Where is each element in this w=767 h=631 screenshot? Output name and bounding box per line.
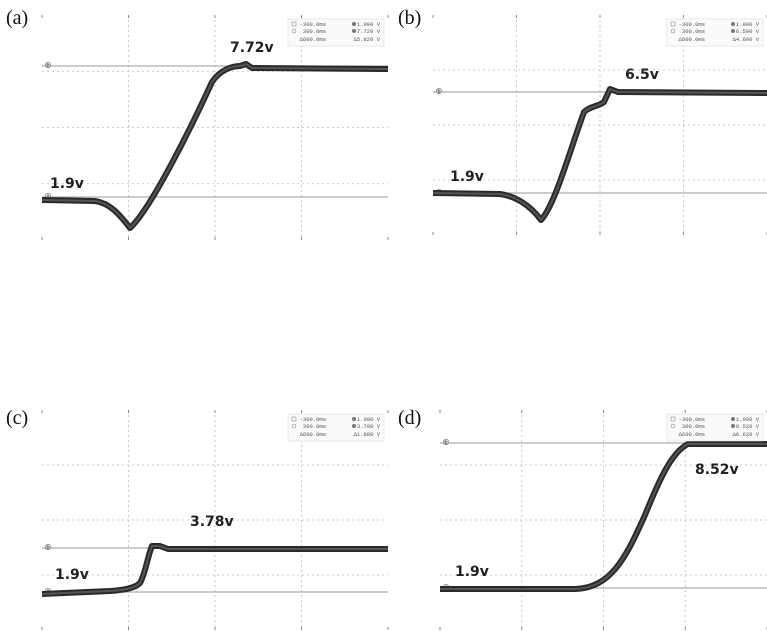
page: {"panels": [ {"label": "(a)", "low": "1.…	[0, 0, 767, 631]
readout-icon	[352, 29, 356, 33]
panel-label: (d)	[398, 407, 421, 429]
readout-text: 7.720 V	[357, 28, 381, 35]
readout-text: Δ6.620 V	[733, 431, 760, 438]
panel-label: (c)	[6, 407, 28, 429]
readout-icon	[352, 417, 356, 421]
readout-text: 1.900 V	[357, 21, 381, 28]
readout-text: Δ600.0ms	[679, 431, 705, 438]
readout-text: Δ600.0ms	[300, 431, 326, 438]
readout-text: 3.780 V	[357, 423, 381, 430]
figure: ba-300.0ms1.900 V300.0ms7.720 VΔ600.0msΔ…	[0, 0, 767, 631]
readout-text: Δ1.880 V	[354, 431, 381, 438]
readout-text: -300.0ms	[300, 416, 326, 423]
readout-text: Δ600.0ms	[300, 36, 326, 43]
readout-text: 6.500 V	[736, 28, 760, 35]
readout-text: 8.520 V	[736, 423, 760, 430]
readout-text: 300.0ms	[682, 28, 705, 35]
cursor-marker-label: b	[46, 63, 49, 69]
readout-text: 1.900 V	[736, 416, 760, 423]
readout-text: Δ5.820 V	[354, 36, 381, 43]
readout-text: 1.900 V	[357, 416, 381, 423]
low-level-annotation: 1.9v	[450, 169, 484, 185]
panel-label: (b)	[398, 7, 421, 29]
cursor-marker-label: b	[437, 89, 440, 95]
high-level-annotation: 8.52v	[695, 462, 739, 478]
readout-text: -300.0ms	[679, 416, 705, 423]
high-level-annotation: 7.72v	[230, 40, 274, 56]
panel-label: (a)	[6, 7, 28, 29]
readout-icon	[731, 29, 735, 33]
low-level-annotation: 1.9v	[50, 176, 84, 192]
readout-text: -300.0ms	[679, 21, 705, 28]
readout-text: 300.0ms	[682, 423, 705, 430]
high-level-annotation: 3.78v	[190, 514, 234, 530]
cursor-marker-label: b	[444, 440, 447, 446]
readout-text: -300.0ms	[300, 21, 326, 28]
readout-text: 1.900 V	[736, 21, 760, 28]
readout-text: 300.0ms	[303, 28, 326, 35]
low-level-annotation: 1.9v	[455, 564, 489, 580]
readout-text: Δ4.600 V	[733, 36, 760, 43]
readout-icon	[352, 424, 356, 428]
readout-icon	[731, 424, 735, 428]
readout-icon	[352, 22, 356, 26]
readout-icon	[731, 22, 735, 26]
readout-text: Δ600.0ms	[679, 36, 705, 43]
readout-text: 300.0ms	[303, 423, 326, 430]
high-level-annotation: 6.5v	[625, 67, 659, 83]
readout-icon	[731, 417, 735, 421]
cursor-marker-label: b	[46, 545, 49, 551]
low-level-annotation: 1.9v	[55, 567, 89, 583]
